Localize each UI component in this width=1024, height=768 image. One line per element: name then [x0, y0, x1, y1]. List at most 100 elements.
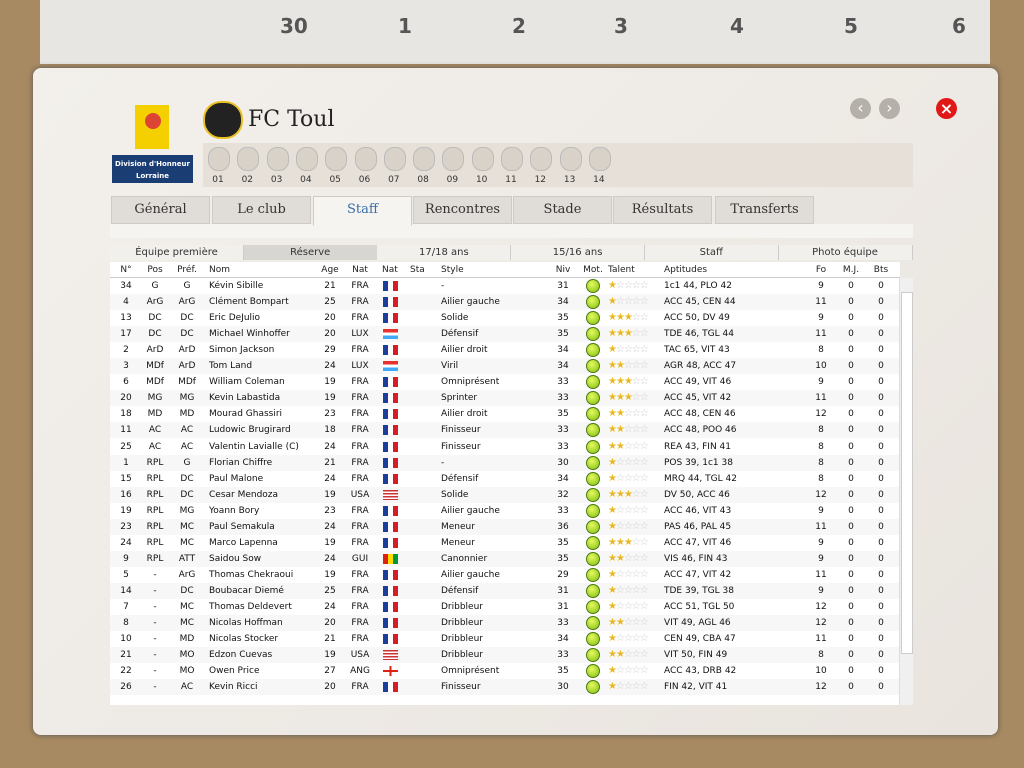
cell-mj: 0 — [848, 585, 854, 596]
flag — [383, 505, 398, 516]
cell-pref: DC — [180, 313, 194, 324]
cell-name: Florian Chiffre — [209, 457, 273, 468]
tab[interactable]: Général — [111, 196, 210, 224]
flag — [383, 666, 398, 677]
flag — [383, 537, 398, 548]
row-stripe — [110, 679, 899, 696]
cell-apt: MRQ 44, TGL 42 — [664, 473, 737, 484]
club-icon[interactable] — [354, 147, 377, 171]
club-icon[interactable] — [559, 147, 582, 171]
cell-style: Meneur — [441, 521, 475, 532]
cell-pref: MC — [179, 602, 195, 612]
cell-pref: ArD — [178, 361, 196, 372]
cell-mj: 0 — [848, 521, 854, 532]
cell-name: Kevin Labastida — [209, 393, 281, 404]
cell-mj: 0 — [848, 505, 854, 516]
cell-no: 19 — [120, 505, 132, 516]
cell-fo: 9 — [818, 281, 824, 291]
talent-stars: ★★☆☆☆ — [608, 617, 649, 629]
club-icon[interactable] — [208, 147, 230, 171]
column-header[interactable]: Bts — [873, 265, 889, 275]
column-header[interactable]: Nat — [382, 265, 398, 275]
column-header[interactable]: M.J. — [842, 265, 860, 275]
club-icon[interactable] — [442, 147, 465, 171]
column-header[interactable]: Fo — [815, 265, 827, 275]
subtab[interactable]: Équipe première — [110, 245, 244, 260]
close-button[interactable]: × — [936, 98, 957, 119]
league-name: Division d'Honneur — [115, 160, 190, 168]
cell-age: 24 — [324, 441, 336, 452]
cell-no: 22 — [120, 666, 132, 677]
cell-mj: 0 — [848, 618, 854, 629]
column-header[interactable]: Nat — [352, 265, 368, 275]
cell-bts: 0 — [878, 409, 884, 420]
cell-no: 10 — [120, 634, 132, 645]
cell-mj: 0 — [848, 345, 854, 356]
subtab[interactable]: 15/16 ans — [511, 245, 646, 260]
cell-age: 19 — [324, 537, 336, 548]
cell-nat: USA — [350, 489, 370, 500]
tab[interactable]: Le club — [212, 196, 311, 224]
prev-button[interactable]: ‹ — [850, 98, 871, 119]
cell-nat: FRA — [351, 473, 369, 484]
club-icon[interactable] — [237, 147, 260, 171]
next-button[interactable]: › — [879, 98, 900, 119]
column-header[interactable]: Age — [321, 265, 339, 275]
cell-nat: FRA — [351, 457, 369, 468]
talent-stars: ★★★☆☆ — [608, 488, 649, 500]
cell-nat: FRA — [351, 618, 369, 629]
tab[interactable]: Rencontres — [413, 196, 512, 224]
subtab[interactable]: Réserve — [243, 245, 378, 260]
cell-age: 20 — [324, 682, 336, 693]
club-icon[interactable] — [295, 147, 318, 171]
cell-pos: MG — [147, 393, 163, 404]
row-stripe — [110, 615, 899, 632]
morale-ball — [586, 551, 600, 566]
cell-apt: AGR 48, ACC 47 — [664, 361, 737, 372]
flag — [383, 393, 398, 404]
cell-pos: - — [153, 569, 157, 580]
cell-pref: AC — [180, 441, 194, 452]
column-header[interactable]: Sta — [410, 265, 425, 275]
column-header[interactable]: Nom — [209, 265, 231, 275]
cell-nat: FRA — [351, 537, 369, 548]
cell-bts: 0 — [878, 425, 884, 436]
cell-fo: 8 — [818, 425, 824, 436]
column-header[interactable]: N° — [120, 265, 132, 275]
subtab[interactable]: 17/18 ans — [377, 245, 512, 260]
column-header[interactable]: Aptitudes — [664, 265, 708, 275]
scrollbar[interactable] — [899, 278, 913, 705]
club-icon[interactable] — [471, 147, 494, 171]
subtab[interactable]: Photo équipe — [778, 245, 913, 260]
club-icon[interactable] — [530, 147, 553, 171]
row-stripe — [110, 390, 899, 407]
column-header[interactable]: Style — [441, 265, 464, 275]
club-icon[interactable] — [413, 147, 436, 171]
column-header[interactable]: Talent — [608, 265, 635, 275]
column-header[interactable]: Niv — [555, 265, 571, 275]
subtab[interactable]: Staff — [644, 245, 779, 260]
tab[interactable]: Staff — [313, 196, 412, 226]
column-header[interactable]: Préf. — [177, 265, 197, 275]
cell-no: 17 — [120, 329, 132, 340]
tab[interactable]: Stade — [513, 196, 612, 224]
cell-apt: ACC 47, VIT 46 — [664, 537, 732, 548]
flag — [383, 682, 398, 693]
club-icon[interactable] — [325, 147, 348, 171]
club-icon[interactable] — [383, 147, 406, 171]
cell-bts: 0 — [878, 634, 884, 645]
tab[interactable]: Transferts — [715, 196, 814, 224]
cell-fo: 9 — [818, 377, 824, 388]
club-icon[interactable] — [588, 147, 611, 171]
morale-ball — [586, 487, 600, 502]
column-header[interactable]: Pos — [147, 265, 163, 275]
club-icon[interactable] — [266, 147, 289, 171]
column-header[interactable]: Mot. — [583, 265, 603, 275]
cell-niv: 33 — [557, 393, 569, 404]
cell-pos: ArG — [146, 297, 164, 308]
cell-fo: 8 — [818, 345, 824, 356]
cell-style: Dribbleur — [441, 618, 483, 629]
calendar — [40, 0, 990, 64]
club-icon[interactable] — [501, 147, 523, 171]
tab[interactable]: Résultats — [613, 196, 712, 224]
